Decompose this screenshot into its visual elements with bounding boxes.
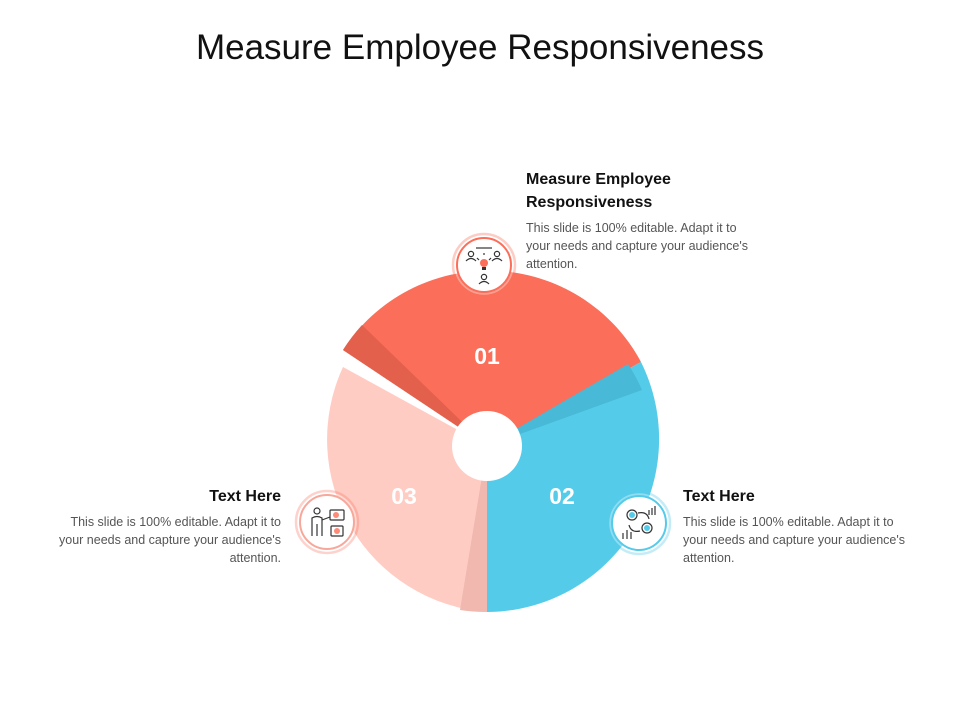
segment-number-01: 01 — [474, 343, 500, 369]
callout-text-02: This slide is 100% editable. Adapt it to… — [683, 515, 905, 565]
callout-heading-02: Text Here — [683, 488, 755, 505]
segment-02-shadow — [487, 364, 642, 446]
slide-title: Measure Employee Responsiveness — [195, 28, 765, 67]
callout-heading-03: Text Here — [209, 488, 281, 505]
segment-03-shadow — [460, 446, 487, 613]
callout-text-01: This slide is 100% editable. Adapt it to… — [526, 221, 748, 271]
money-exchange-icon — [606, 490, 672, 556]
callout-text-03: This slide is 100% editable. Adapt it to… — [59, 515, 281, 565]
segment-number-02: 02 — [549, 483, 575, 509]
segment-03 — [327, 367, 487, 612]
callout-heading-01: Measure Employee Responsiveness — [526, 171, 671, 211]
employee-idea-icon — [451, 232, 517, 298]
callout-segment-02: Text Here This slide is 100% editable. A… — [683, 485, 911, 567]
segment-01-shadow — [343, 325, 487, 446]
callout-segment-03: Text Here This slide is 100% editable. A… — [52, 485, 281, 567]
callout-segment-01: Measure Employee Responsiveness This sli… — [526, 168, 756, 273]
center-hole — [452, 411, 522, 481]
segment-number-03: 03 — [391, 483, 417, 509]
investor-presentation-icon — [294, 489, 360, 555]
